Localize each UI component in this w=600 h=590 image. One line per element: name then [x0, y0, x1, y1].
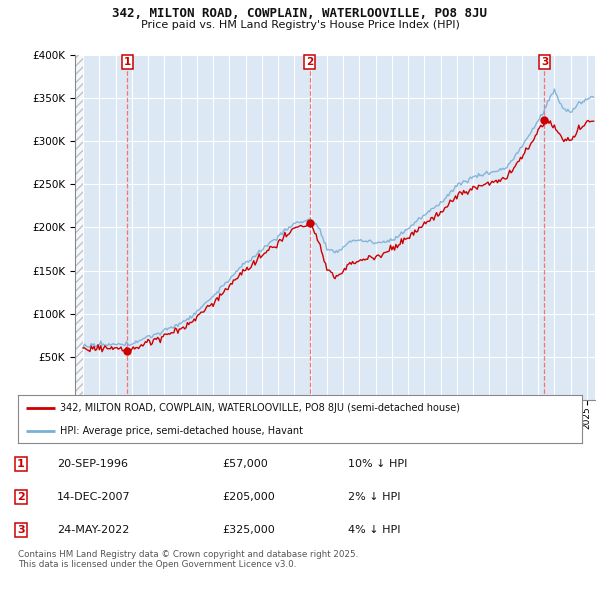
Text: 20-SEP-1996: 20-SEP-1996: [57, 459, 128, 469]
Text: 1: 1: [17, 459, 25, 469]
Text: Contains HM Land Registry data © Crown copyright and database right 2025.
This d: Contains HM Land Registry data © Crown c…: [18, 550, 358, 569]
Text: £57,000: £57,000: [222, 459, 268, 469]
Text: 24-MAY-2022: 24-MAY-2022: [57, 525, 130, 535]
Text: 2: 2: [17, 492, 25, 502]
Text: HPI: Average price, semi-detached house, Havant: HPI: Average price, semi-detached house,…: [60, 426, 304, 436]
Text: 2% ↓ HPI: 2% ↓ HPI: [348, 492, 401, 502]
Text: 14-DEC-2007: 14-DEC-2007: [57, 492, 131, 502]
Text: 3: 3: [541, 57, 548, 67]
Text: 342, MILTON ROAD, COWPLAIN, WATERLOOVILLE, PO8 8JU: 342, MILTON ROAD, COWPLAIN, WATERLOOVILL…: [113, 7, 487, 20]
Text: Price paid vs. HM Land Registry's House Price Index (HPI): Price paid vs. HM Land Registry's House …: [140, 20, 460, 30]
Text: £325,000: £325,000: [222, 525, 275, 535]
Text: 3: 3: [17, 525, 25, 535]
Text: 342, MILTON ROAD, COWPLAIN, WATERLOOVILLE, PO8 8JU (semi-detached house): 342, MILTON ROAD, COWPLAIN, WATERLOOVILL…: [60, 403, 460, 413]
Text: 2: 2: [306, 57, 313, 67]
Text: 1: 1: [124, 57, 131, 67]
Text: 4% ↓ HPI: 4% ↓ HPI: [348, 525, 401, 535]
Text: £205,000: £205,000: [222, 492, 275, 502]
Text: 10% ↓ HPI: 10% ↓ HPI: [348, 459, 407, 469]
